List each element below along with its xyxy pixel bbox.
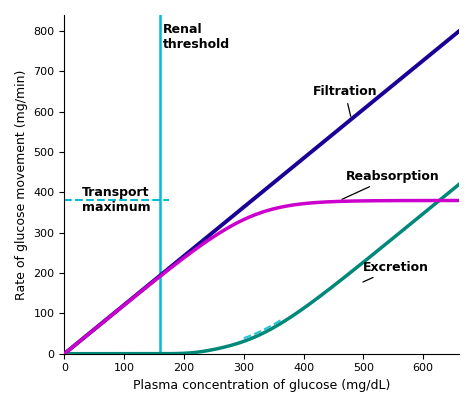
Text: Filtration: Filtration	[312, 85, 377, 116]
Y-axis label: Rate of glucose movement (mg/min): Rate of glucose movement (mg/min)	[15, 69, 28, 300]
Text: Renal
threshold: Renal threshold	[163, 23, 230, 51]
Text: Excretion: Excretion	[363, 260, 429, 282]
Text: Reabsorption: Reabsorption	[342, 170, 439, 199]
Text: Transport
maximum: Transport maximum	[82, 186, 151, 214]
X-axis label: Plasma concentration of glucose (mg/dL): Plasma concentration of glucose (mg/dL)	[133, 379, 391, 392]
